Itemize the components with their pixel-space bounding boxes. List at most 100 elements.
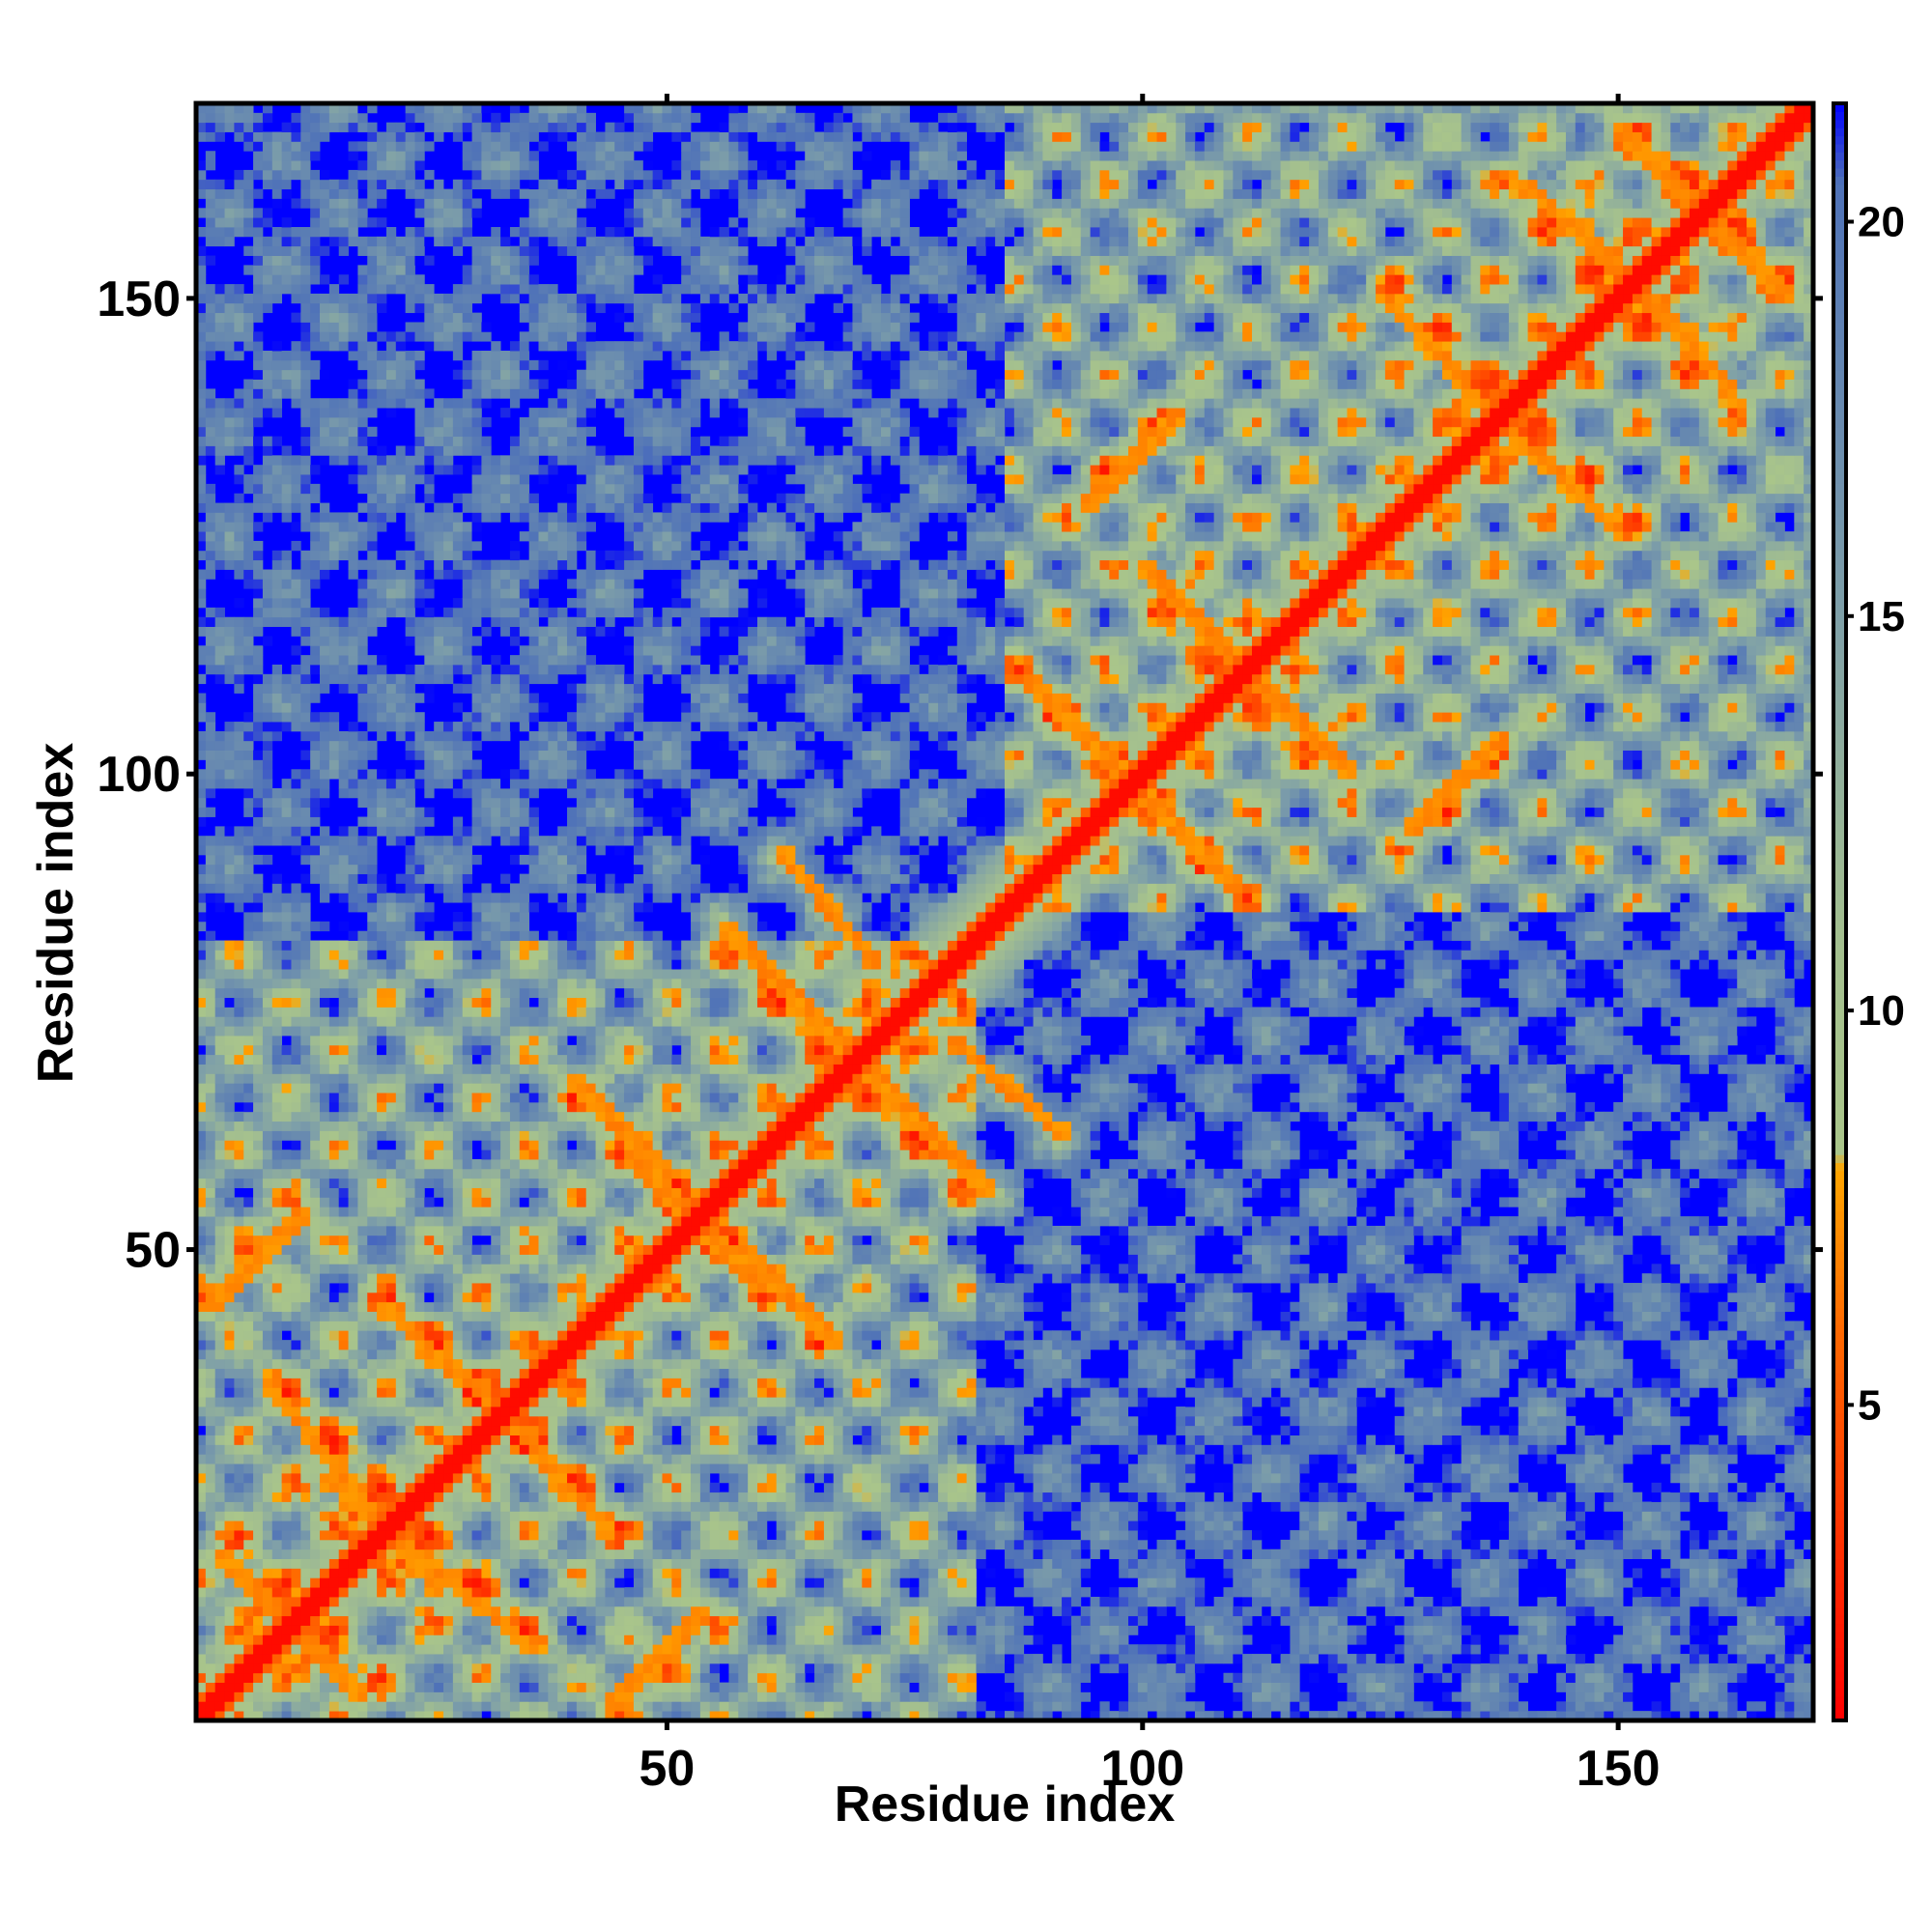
heatmap-cell [786, 1701, 796, 1711]
heatmap-cell [243, 1112, 253, 1122]
heatmap-cell [663, 1540, 672, 1549]
heatmap-cell [596, 1577, 606, 1587]
heatmap-cell [1727, 1691, 1737, 1701]
heatmap-cell [1490, 1663, 1499, 1673]
heatmap-cell [263, 1236, 272, 1245]
heatmap-cell [339, 189, 349, 199]
heatmap-cell [948, 1549, 957, 1559]
heatmap-cell [1081, 1673, 1091, 1683]
heatmap-cell [234, 988, 243, 998]
heatmap-cell [1766, 1559, 1776, 1569]
heatmap-cell [310, 694, 320, 703]
heatmap-cell [282, 608, 292, 617]
heatmap-cell [795, 1597, 805, 1606]
heatmap-cell [1509, 1683, 1519, 1692]
heatmap-cell [377, 1597, 386, 1606]
heatmap-cell [1709, 1568, 1719, 1577]
heatmap-cell [234, 123, 243, 132]
heatmap-cell [339, 1026, 349, 1036]
heatmap-cell [349, 1530, 358, 1540]
heatmap-cell [225, 751, 235, 760]
heatmap-cell [234, 627, 243, 637]
heatmap-cell [300, 1330, 310, 1340]
heatmap-cell [710, 1616, 720, 1626]
heatmap-cell [329, 331, 339, 341]
heatmap-cell [206, 998, 215, 1008]
heatmap-cell [777, 1673, 786, 1683]
heatmap-cell [605, 1597, 614, 1606]
heatmap-cell [548, 1663, 557, 1673]
heatmap-cell [1148, 1644, 1157, 1654]
heatmap-cell [985, 1634, 995, 1644]
heatmap-cell [1052, 1577, 1062, 1587]
heatmap-cell [310, 313, 320, 323]
heatmap-cell [1794, 1691, 1804, 1701]
heatmap-cell [548, 1577, 557, 1587]
heatmap-cell [1138, 1683, 1148, 1692]
heatmap-cell [329, 1520, 339, 1530]
heatmap-cell [320, 1273, 329, 1283]
heatmap-cell [272, 1312, 282, 1321]
heatmap-cell [329, 1273, 339, 1283]
heatmap-cell [577, 1616, 586, 1626]
heatmap-cell [481, 1634, 491, 1644]
heatmap-cell [948, 1568, 957, 1577]
heatmap-cell [1480, 1568, 1490, 1577]
heatmap-cell [253, 522, 263, 531]
heatmap-cell [1014, 1673, 1024, 1683]
heatmap-cell [938, 1683, 948, 1692]
heatmap-cell [206, 151, 215, 160]
heatmap-cell [225, 189, 235, 199]
heatmap-cell [282, 1454, 292, 1463]
heatmap-cell [586, 1549, 596, 1559]
heatmap-cell [329, 1559, 339, 1569]
heatmap-cell [814, 1644, 824, 1654]
heatmap-cell [234, 751, 243, 760]
heatmap-cell [1670, 1568, 1680, 1577]
heatmap-cell [215, 1036, 225, 1045]
heatmap-cell [1014, 1606, 1024, 1616]
heatmap-cell [320, 779, 329, 788]
heatmap-cell [1652, 1606, 1662, 1616]
heatmap-cell [329, 751, 339, 760]
heatmap-cell [263, 474, 272, 484]
heatmap-cell [243, 751, 253, 760]
heatmap-cell [1034, 1673, 1043, 1683]
heatmap-cell [310, 798, 320, 808]
heatmap-cell [282, 123, 292, 132]
heatmap-cell [529, 1644, 539, 1654]
heatmap-cell [225, 1312, 235, 1321]
heatmap-cell [320, 1701, 329, 1711]
heatmap-cell [1613, 1616, 1623, 1626]
heatmap-cell [1299, 1701, 1309, 1711]
heatmap-cell [291, 1179, 300, 1188]
heatmap-cell [1281, 1654, 1291, 1663]
heatmap-cell [671, 1673, 681, 1683]
heatmap-cell [1576, 1597, 1585, 1606]
heatmap-cell [1737, 1587, 1747, 1597]
heatmap-cell [320, 1416, 329, 1426]
heatmap-cell [710, 1597, 720, 1606]
heatmap-cell [206, 417, 215, 427]
heatmap-cell [1024, 1626, 1034, 1635]
heatmap-cell [291, 902, 300, 912]
heatmap-cell [1699, 1587, 1709, 1597]
heatmap-cell [1347, 1559, 1356, 1569]
heatmap-cell [367, 1520, 377, 1530]
heatmap-cell [957, 1663, 967, 1673]
heatmap-cell [215, 189, 225, 199]
heatmap-cell [1709, 1559, 1719, 1569]
heatmap-cell [1385, 1606, 1395, 1616]
heatmap-cell [263, 941, 272, 951]
heatmap-cell [1148, 1701, 1157, 1711]
heatmap-cell [910, 1597, 920, 1606]
heatmap-cell [310, 1207, 320, 1216]
heatmap-cell [1709, 1691, 1719, 1701]
heatmap-cell [329, 1616, 339, 1626]
heatmap-cell [291, 645, 300, 655]
heatmap-cell [1042, 1587, 1052, 1597]
heatmap-cell [424, 1587, 434, 1597]
heatmap-cell [1176, 1691, 1185, 1701]
heatmap-cell [1719, 1691, 1728, 1701]
heatmap-cell [805, 1634, 814, 1644]
